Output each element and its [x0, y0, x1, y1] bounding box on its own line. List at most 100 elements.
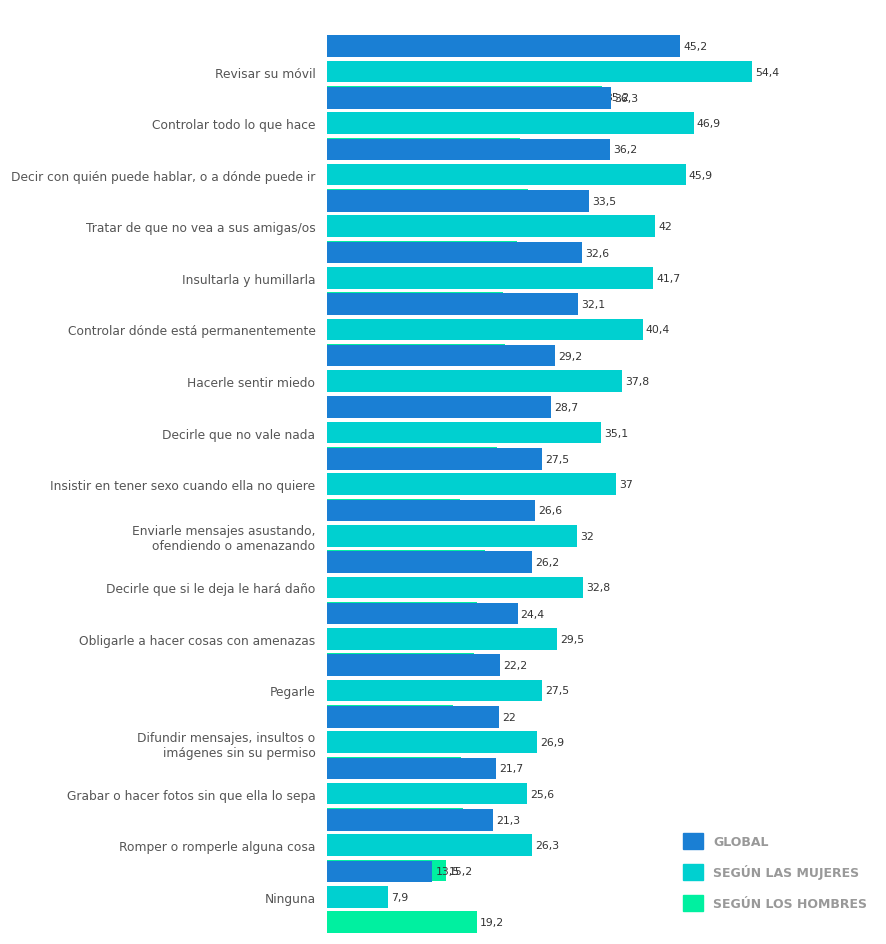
- Bar: [327, 243, 581, 264]
- Text: 16,1: 16,1: [455, 711, 480, 721]
- Text: 22,5: 22,5: [506, 299, 530, 309]
- Legend: GLOBAL, SEGÚN LAS MUJERES, SEGÚN LOS HOMBRES: GLOBAL, SEGÚN LAS MUJERES, SEGÚN LOS HOM…: [677, 827, 874, 918]
- Bar: [327, 706, 499, 728]
- Bar: [327, 629, 557, 650]
- Text: 24,3: 24,3: [520, 247, 544, 258]
- Bar: [327, 113, 694, 135]
- Text: 26,3: 26,3: [535, 840, 560, 851]
- Bar: [327, 346, 555, 367]
- Text: 22,2: 22,2: [503, 661, 527, 670]
- Text: 42: 42: [658, 222, 672, 232]
- Bar: [327, 345, 505, 366]
- Bar: [327, 680, 541, 701]
- Text: 25,6: 25,6: [530, 789, 554, 799]
- Text: 19,6: 19,6: [483, 402, 507, 412]
- Bar: [327, 732, 537, 753]
- Text: 20,3: 20,3: [488, 556, 513, 566]
- Text: 15,2: 15,2: [448, 866, 473, 876]
- Bar: [327, 757, 462, 779]
- Text: 32,6: 32,6: [585, 248, 609, 259]
- Text: 41,7: 41,7: [656, 274, 680, 283]
- Bar: [327, 371, 622, 393]
- Text: 13,5: 13,5: [435, 867, 460, 877]
- Text: 32,8: 32,8: [587, 582, 610, 593]
- Text: 35,2: 35,2: [605, 93, 629, 103]
- Bar: [327, 655, 501, 676]
- Text: 32,1: 32,1: [581, 300, 605, 310]
- Text: 35,1: 35,1: [604, 429, 628, 438]
- Text: 17,2: 17,2: [464, 763, 488, 772]
- Text: 22: 22: [501, 712, 516, 722]
- Text: 18,8: 18,8: [477, 660, 501, 669]
- Text: 17,1: 17,1: [463, 505, 487, 514]
- Bar: [327, 577, 583, 598]
- Text: 45,2: 45,2: [683, 42, 708, 52]
- Text: 25,7: 25,7: [531, 195, 555, 206]
- Bar: [327, 448, 541, 470]
- Bar: [327, 61, 752, 83]
- Bar: [327, 834, 532, 856]
- Text: 21,7: 21,7: [500, 764, 524, 773]
- Text: 36,3: 36,3: [614, 93, 638, 104]
- Bar: [327, 268, 653, 289]
- Bar: [327, 447, 497, 469]
- Text: 26,6: 26,6: [538, 506, 562, 515]
- Text: 29,2: 29,2: [558, 351, 582, 362]
- Bar: [327, 293, 502, 314]
- Text: 21,8: 21,8: [501, 453, 525, 464]
- Bar: [327, 216, 656, 238]
- Bar: [327, 783, 527, 804]
- Bar: [327, 911, 477, 933]
- Bar: [327, 861, 432, 883]
- Text: 22,8: 22,8: [508, 350, 532, 361]
- Text: 46,9: 46,9: [696, 119, 721, 129]
- Bar: [327, 602, 477, 624]
- Text: 45,9: 45,9: [688, 171, 713, 180]
- Bar: [327, 603, 517, 625]
- Bar: [327, 294, 578, 315]
- Text: 37: 37: [619, 480, 633, 490]
- Bar: [327, 87, 602, 109]
- Text: 19,2: 19,2: [480, 608, 504, 618]
- Bar: [327, 165, 686, 186]
- Text: 21,3: 21,3: [496, 815, 520, 825]
- Bar: [327, 758, 496, 779]
- Bar: [327, 190, 528, 211]
- Bar: [327, 654, 474, 675]
- Text: 19,2: 19,2: [480, 918, 504, 927]
- Text: 24,7: 24,7: [523, 144, 547, 154]
- Bar: [327, 396, 480, 417]
- Bar: [327, 500, 535, 522]
- Bar: [327, 88, 610, 110]
- Bar: [327, 37, 680, 58]
- Bar: [327, 551, 532, 573]
- Bar: [327, 550, 486, 572]
- Bar: [327, 319, 642, 341]
- Bar: [327, 705, 453, 727]
- Bar: [327, 808, 462, 830]
- Text: 7,9: 7,9: [392, 892, 408, 902]
- Text: 27,5: 27,5: [545, 454, 569, 464]
- Text: 28,7: 28,7: [555, 403, 579, 413]
- Bar: [327, 474, 616, 496]
- Text: 17,4: 17,4: [466, 814, 490, 824]
- Bar: [327, 809, 494, 831]
- Text: 24,4: 24,4: [521, 609, 545, 619]
- Bar: [327, 191, 588, 212]
- Bar: [327, 860, 446, 882]
- Bar: [327, 139, 520, 160]
- Bar: [327, 422, 602, 444]
- Text: 40,4: 40,4: [646, 325, 670, 335]
- Text: 54,4: 54,4: [756, 67, 780, 77]
- Text: 36,2: 36,2: [613, 145, 637, 155]
- Bar: [327, 526, 577, 547]
- Bar: [327, 397, 551, 418]
- Text: 26,2: 26,2: [535, 557, 559, 567]
- Bar: [327, 242, 517, 263]
- Text: 27,5: 27,5: [545, 685, 569, 696]
- Text: 37,8: 37,8: [626, 377, 649, 387]
- Text: 33,5: 33,5: [592, 196, 616, 207]
- Text: 29,5: 29,5: [561, 634, 585, 644]
- Text: 26,9: 26,9: [540, 737, 564, 748]
- Bar: [327, 886, 388, 907]
